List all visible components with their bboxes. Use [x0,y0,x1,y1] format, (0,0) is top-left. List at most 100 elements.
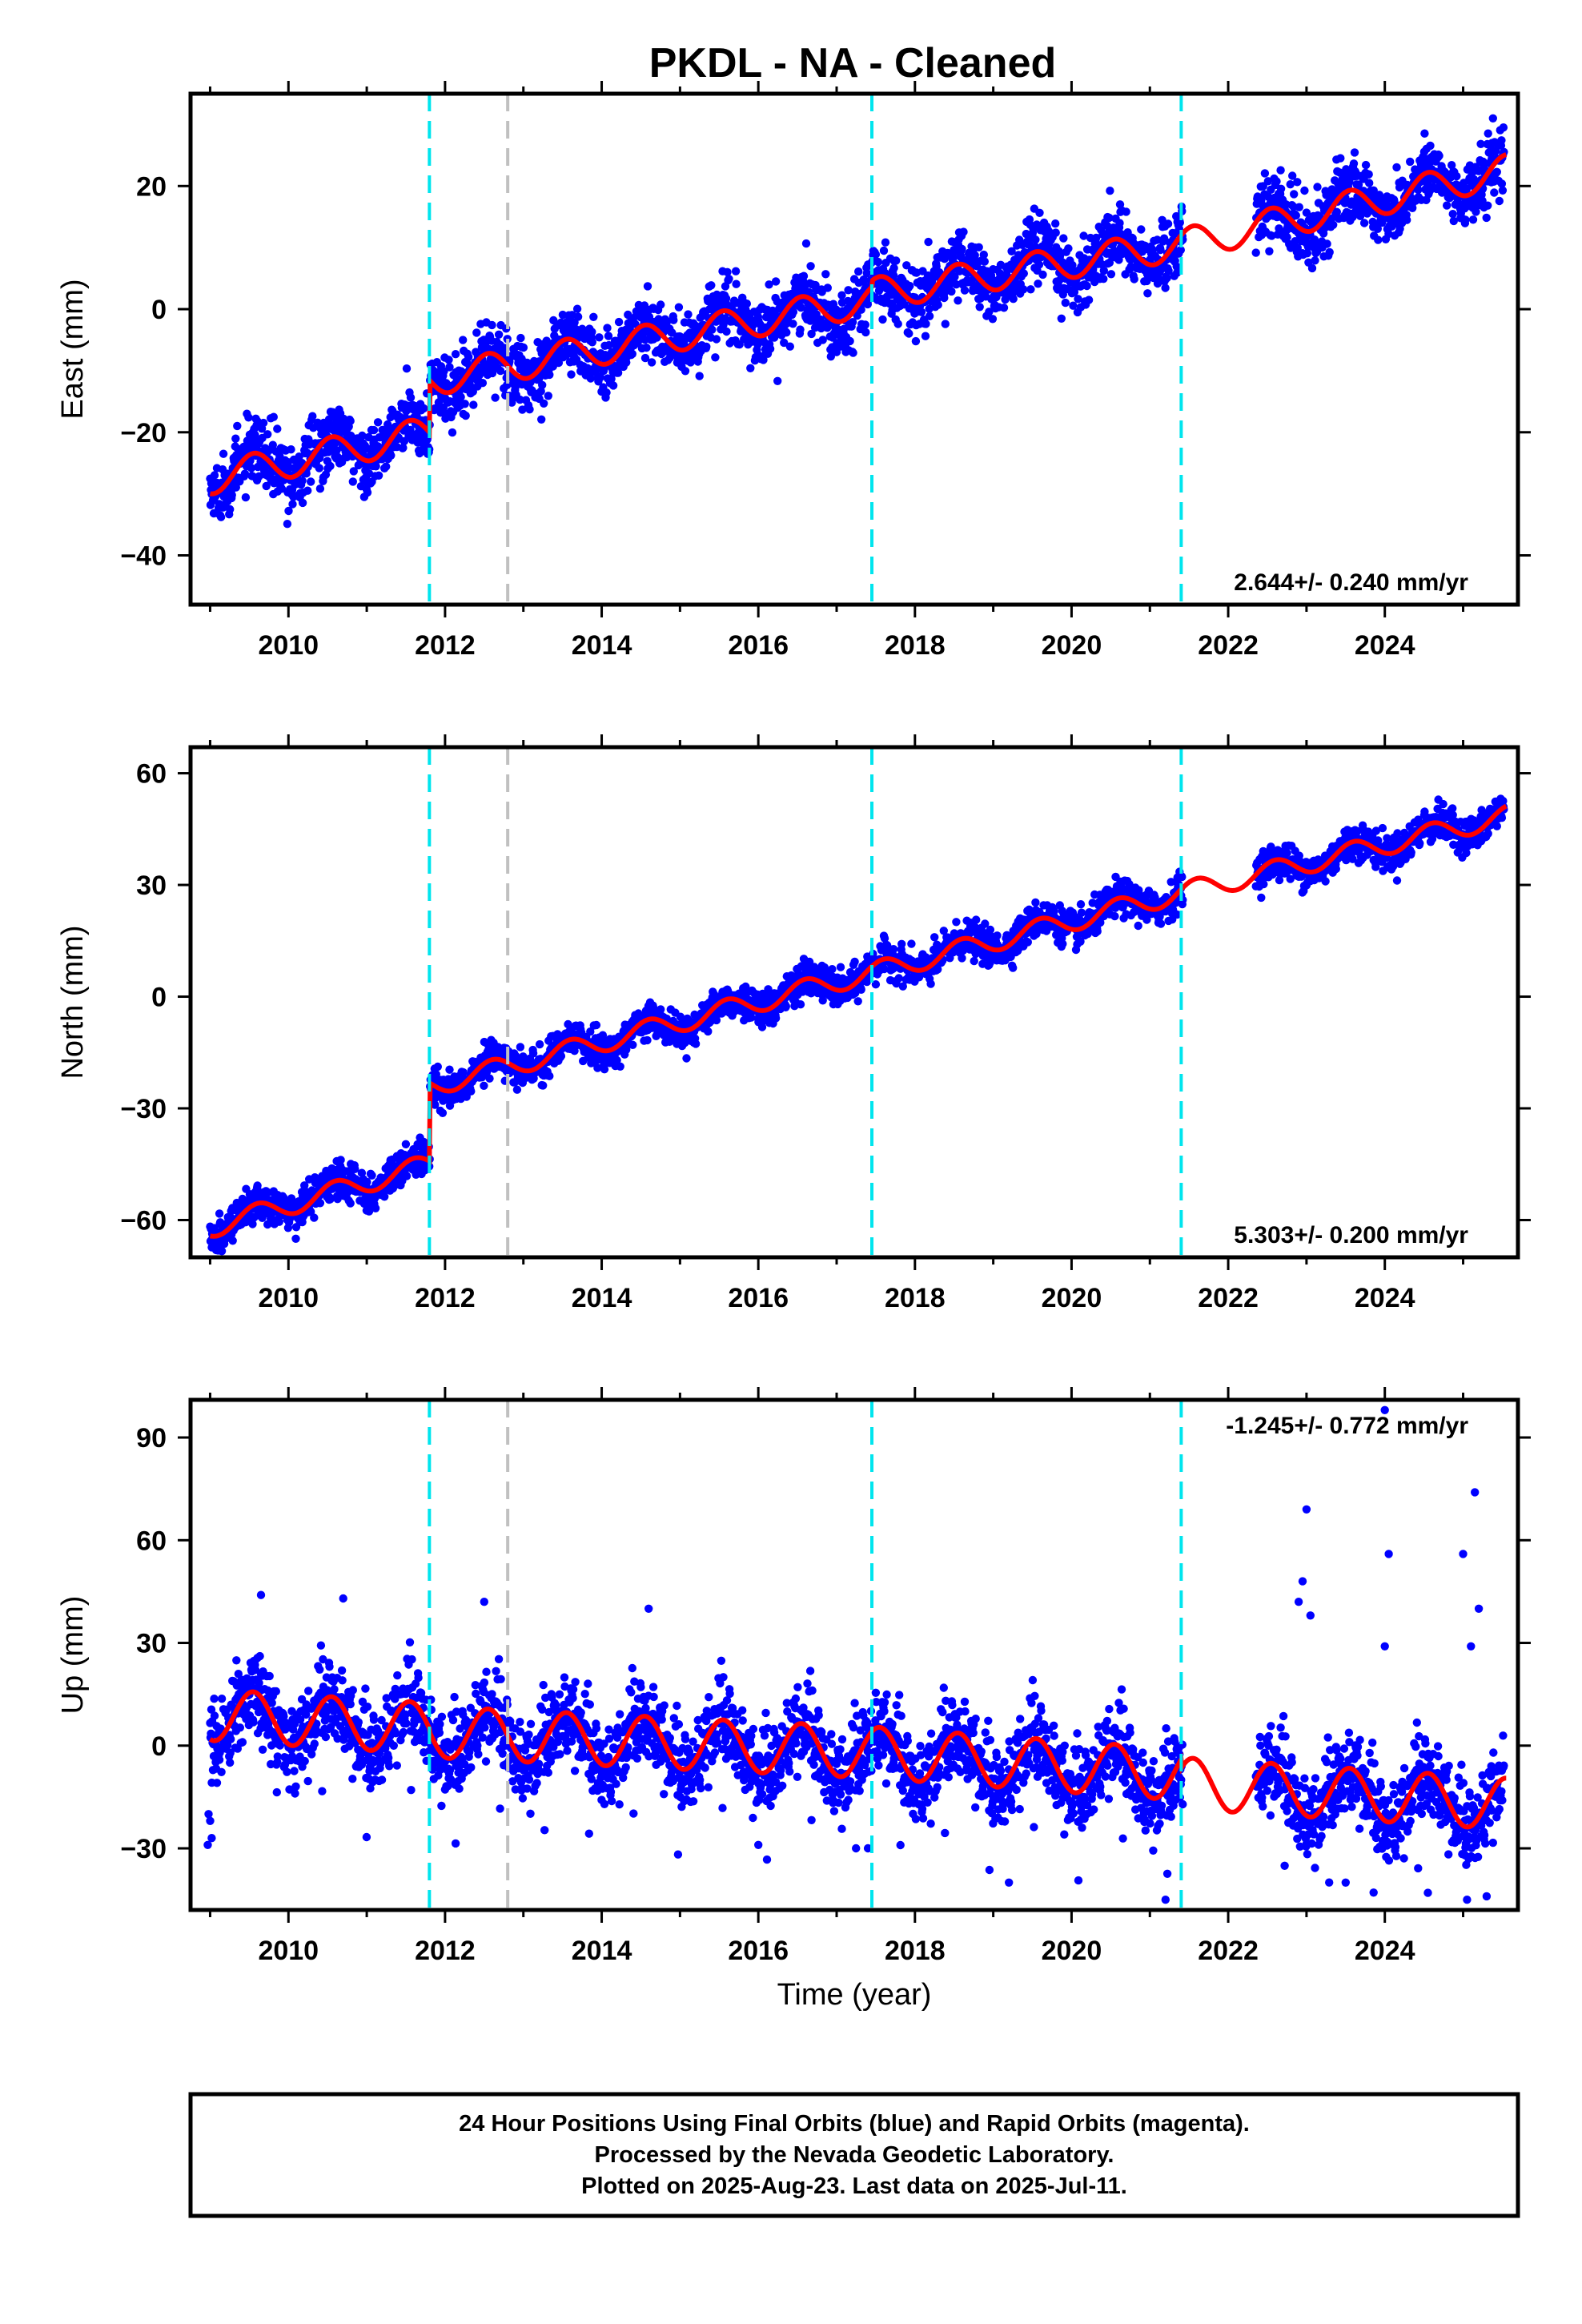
data-point [456,392,465,401]
data-point [1026,285,1035,294]
data-point [210,471,219,480]
data-point [588,338,596,347]
data-point [537,415,546,424]
data-point [1260,169,1270,178]
data-point [1082,281,1091,291]
data-point [1373,224,1383,233]
data-point [308,412,317,420]
data-point [1007,247,1016,255]
data-point [464,352,473,361]
data-point [1038,270,1047,279]
data-point [801,239,811,248]
data-point [799,271,809,280]
data-point [346,1199,355,1208]
data-point [789,320,797,328]
y-tick-label: 0 [151,295,167,325]
data-point [1272,177,1281,186]
data-point [1251,248,1260,257]
data-point [682,1054,691,1063]
data-point [248,1220,257,1228]
data-point [1034,279,1042,288]
data-point [939,927,949,935]
data-point [539,1081,548,1090]
data-point [889,263,898,272]
data-point [534,375,544,384]
data-point [1290,190,1299,199]
data-point [881,238,890,247]
data-point [1350,148,1359,157]
data-point [947,287,956,296]
data-point [1408,203,1417,212]
data-point [448,428,457,437]
data-point [1162,274,1171,283]
data-point [545,370,554,380]
data-point [496,366,505,376]
data-point [656,1005,665,1014]
data-point [307,477,315,486]
data-point [227,491,236,500]
data-point [853,312,861,320]
data-point [1122,207,1130,216]
data-point [332,446,341,455]
data-point [950,272,959,281]
data-point [231,434,240,443]
data-point [940,293,949,303]
data-point [954,296,962,305]
data-point [1449,216,1459,226]
data-point [380,1192,389,1201]
data-point [600,1065,609,1074]
x-tick-label: 2016 [728,630,789,661]
data-point [1484,129,1492,138]
data-point [871,980,881,989]
data-point [348,477,357,486]
data-point [519,343,528,352]
x-tick-label: 2010 [258,630,319,661]
data-point [269,412,278,421]
data-point [1057,314,1066,323]
data-point [647,358,656,367]
data-point [1175,218,1185,227]
data-point [773,376,782,385]
data-point [1335,168,1344,177]
data-point [949,254,958,263]
data-point [836,963,845,971]
data-point [459,336,468,344]
data-point [259,418,268,428]
data-point [1378,218,1387,227]
data-point [595,333,604,342]
data-point [1435,151,1443,160]
data-point [1276,166,1285,175]
data-point [542,336,551,345]
x-tick-label: 2024 [1355,630,1415,661]
data-point [444,356,453,364]
data-point [440,367,448,376]
data-point [373,418,383,427]
data-point [893,320,902,328]
data-point [1283,233,1291,242]
data-point [894,974,903,983]
data-point [828,965,837,974]
data-point [357,1168,367,1177]
data-point [844,286,853,295]
data-point [1365,179,1374,187]
data-point [273,424,282,433]
data-point [712,1015,721,1025]
data-point [1099,275,1108,283]
data-point [1336,154,1345,163]
data-point [612,1055,621,1065]
data-point [374,471,383,480]
plot-area [206,747,1508,1257]
data-point [674,303,684,312]
data-point [1061,298,1070,308]
data-point [1468,215,1478,224]
data-point [315,485,325,493]
data-point [336,1156,345,1164]
data-point [1106,187,1114,195]
data-point [1497,179,1507,188]
data-point [275,1217,283,1226]
data-point [959,227,968,236]
data-point [796,1000,805,1009]
data-point [921,320,930,328]
data-point [862,268,872,278]
data-point [1130,275,1138,283]
